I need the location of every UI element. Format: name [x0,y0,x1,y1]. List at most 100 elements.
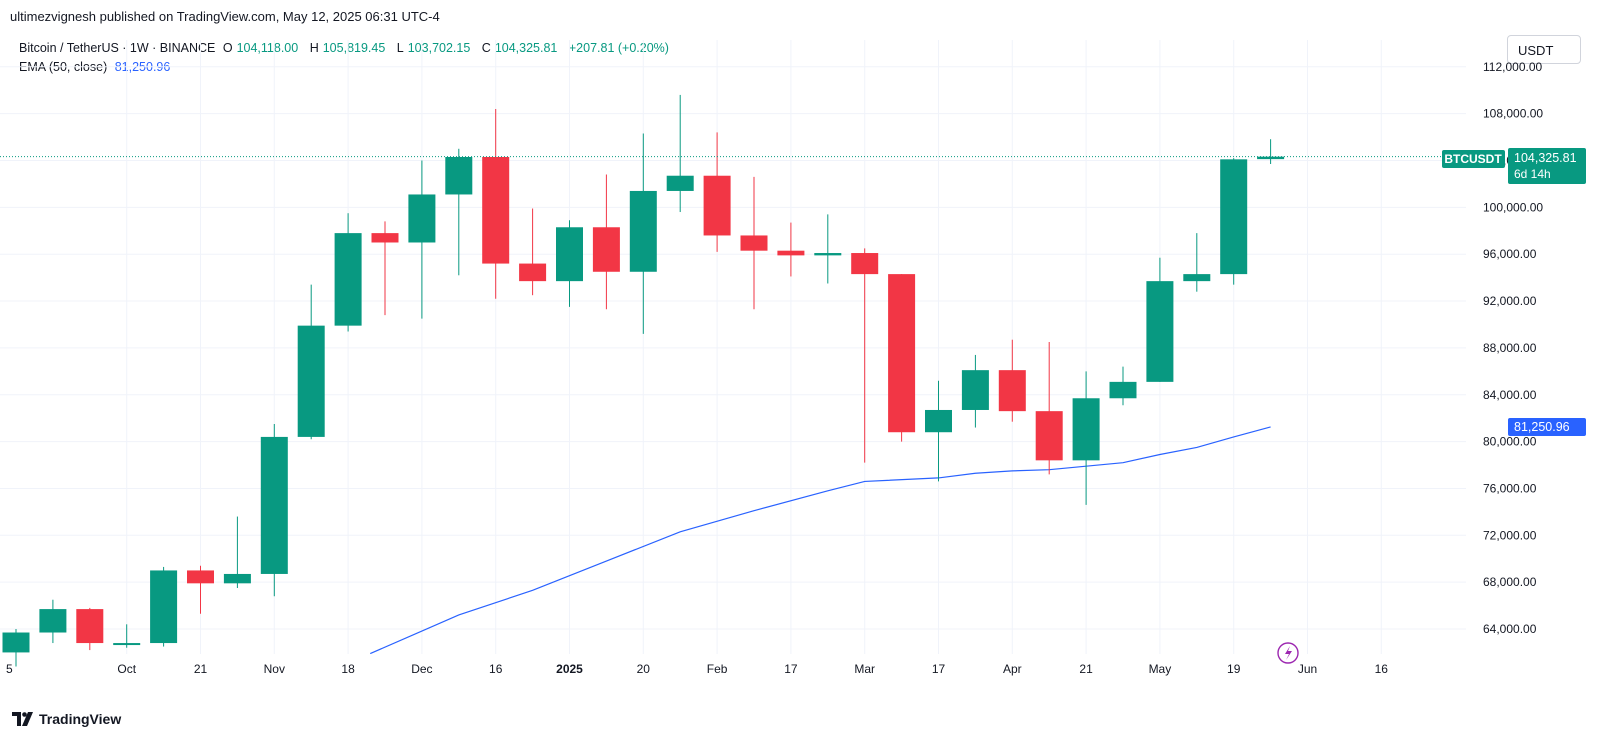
candle [260,424,288,597]
candle-body [260,436,288,574]
ema-line [369,426,1271,655]
candle [1109,366,1137,406]
y-tick-label: 92,000.00 [1483,294,1537,308]
candle [998,339,1026,422]
price-tag-value: 104,325.81 [1514,151,1577,165]
candle [408,160,436,319]
price-tag-timer: 6d 14h [1514,167,1551,181]
x-tick-label: 21 [1079,662,1093,676]
ema-line-layer [369,426,1271,655]
candle [445,148,473,276]
candle-body [408,194,436,243]
price-tag-symbol: BTCUSDT [1444,152,1502,166]
x-tick-label: 18 [341,662,355,676]
candle [1035,342,1063,475]
candle-body [777,250,805,256]
price-chart[interactable]: 64,000.00 68,000.00 72,000.00 76,000.00 80,0… [0,0,1600,690]
candle [2,629,30,667]
candle [223,516,251,589]
candle-body [2,632,30,653]
btcusdt-price-tag: BTCUSDT 104,325.81 6d 14h [1442,148,1586,184]
candle-body [1072,398,1100,461]
candle-body [998,370,1026,412]
x-tick-label: Jun [1298,662,1317,676]
x-tick-label: May [1149,662,1172,676]
y-tick-label: 64,000.00 [1483,622,1537,636]
candle [592,174,620,310]
x-tick-label: Feb [707,662,728,676]
candle [925,380,952,482]
x-tick-label: Apr [1003,662,1022,676]
candle [76,607,104,651]
candle-body [1146,281,1174,382]
candle [297,284,325,440]
candle [482,108,510,299]
ohlc-row: Bitcoin / TetherUS · 1W · BINANCE O 104,1… [19,39,673,58]
candle [187,565,214,614]
y-tick-label: 112,000.00 [1483,60,1542,74]
candle-body [961,370,989,410]
x-tick-label: 21 [194,662,208,676]
candle [334,213,362,332]
candle-body [39,609,67,633]
x-tick-label: Dec [411,662,432,676]
x-tick-label: 19 [1227,662,1241,676]
y-tick-label: 80,000.00 [1483,435,1537,449]
candle-body [519,263,547,282]
tradingview-icon [12,712,33,726]
candle [629,133,657,334]
y-tick-label: 108,000.00 [1483,107,1543,121]
high-value: H 105,819.45 [309,41,386,55]
candle-body [150,570,178,644]
currency-button[interactable]: USDT [1507,35,1581,64]
candle [556,220,583,307]
x-tick-label: 20 [637,662,651,676]
candle-body [76,609,104,644]
x-tick-label: Nov [264,662,285,676]
candle [851,248,879,463]
candle-body [703,175,731,236]
candle-body [1035,411,1063,461]
candle [814,214,842,284]
y-tick-label: 96,000.00 [1483,247,1537,261]
candle-body [113,643,141,646]
change-value: +207.81 (+0.20%) [568,41,669,55]
open-value: O 104,118.00 [222,41,299,55]
y-tick-label: 68,000.00 [1483,575,1537,589]
candle [519,208,547,296]
ema-price-tag: 81,250.96 [1508,417,1586,436]
candle-body [223,573,251,584]
candles-layer [2,94,1285,667]
candle [888,274,916,442]
y-tick-label: 76,000.00 [1483,481,1537,495]
symbol-label[interactable]: Bitcoin / TetherUS · 1W · BINANCE [19,41,216,55]
time-axis: Oct 21 Nov 18 Dec 16 2025 20 Feb 17 Mar 17 Apr 21 May 1… [6,662,1388,676]
x-tick-label: 16 [489,662,503,676]
candle [113,624,141,648]
candle-body [592,227,620,272]
candle-body [371,233,399,243]
candle-body [740,235,768,251]
y-tick-label: 88,000.00 [1483,341,1537,355]
candle [1257,139,1285,164]
candle-body [666,175,694,191]
candle [1183,233,1211,292]
x-tick-label: 2025 [556,662,583,676]
candle [371,221,399,316]
close-value: C 104,325.81 [481,41,558,55]
flash-icon[interactable] [1277,642,1299,664]
candle-body [297,325,325,437]
chart-legend: Bitcoin / TetherUS · 1W · BINANCE O 104,1… [19,39,673,77]
candle [1220,158,1248,285]
candle-body [814,253,842,256]
candle [961,354,989,428]
y-tick-label: 72,000.00 [1483,528,1537,542]
tradingview-logo[interactable]: TradingView [12,711,121,727]
candle [39,599,67,644]
candle [150,566,178,647]
candle [666,94,694,213]
candle-body [556,227,583,282]
candle-body [1109,381,1137,399]
x-tick-label: 17 [932,662,946,676]
grid [0,40,1466,654]
